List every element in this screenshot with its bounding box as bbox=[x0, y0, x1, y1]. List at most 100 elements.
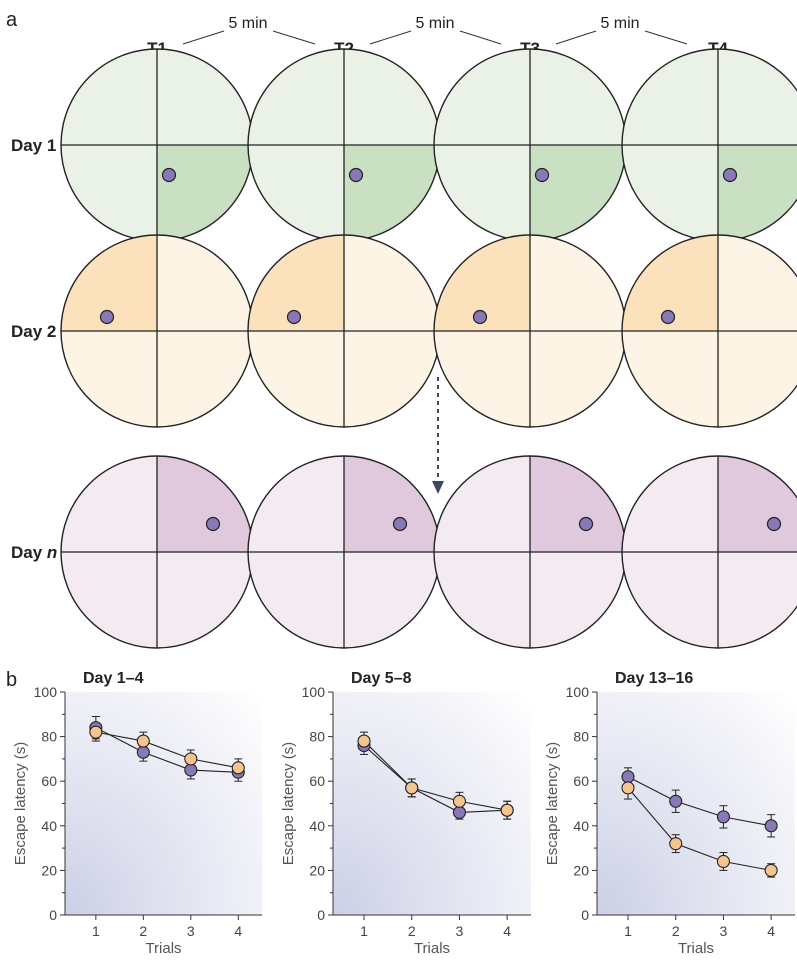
continuation-arrow bbox=[432, 377, 444, 494]
hidden-platform bbox=[348, 167, 364, 183]
series-line bbox=[95, 727, 239, 773]
target-quadrant bbox=[344, 456, 440, 552]
hidden-platform bbox=[205, 516, 221, 532]
y-tick-label: 0 bbox=[49, 907, 57, 923]
day-label: Day n bbox=[11, 543, 57, 562]
panel-b-label: b bbox=[6, 669, 17, 691]
data-point bbox=[621, 781, 635, 795]
data-point bbox=[89, 725, 103, 739]
x-tick-label: 1 bbox=[360, 923, 368, 939]
water-maze-pool bbox=[60, 455, 254, 649]
hidden-platform bbox=[722, 167, 738, 183]
data-point bbox=[500, 803, 514, 817]
x-tick-label: 2 bbox=[408, 923, 416, 939]
target-quadrant bbox=[344, 145, 440, 241]
interval-connector bbox=[555, 30, 597, 45]
trial-headers: T1 T2 T3 T4 bbox=[147, 39, 728, 58]
hidden-platform bbox=[286, 309, 302, 325]
series-line bbox=[363, 745, 508, 813]
x-tick-label: 4 bbox=[234, 923, 242, 939]
water-maze-pool bbox=[60, 234, 254, 428]
escape-latency-chart: 0 20 40 60 80 100 1 2 3 4 Day 5–8 Trials Escape late… bbox=[280, 670, 531, 957]
hidden-platform bbox=[472, 309, 488, 325]
x-tick-label: 2 bbox=[139, 923, 147, 939]
data-point bbox=[136, 745, 150, 759]
data-point bbox=[452, 805, 466, 819]
hidden-platform bbox=[578, 516, 594, 532]
day-label-text: Day 2 bbox=[11, 322, 56, 341]
escape-latency-chart: 0 20 40 60 80 100 1 2 3 4 Day 13–16 Trials Escape la… bbox=[544, 670, 795, 957]
y-tick-label: 0 bbox=[581, 907, 589, 923]
y-tick-label: 100 bbox=[302, 684, 326, 700]
interval-connector bbox=[644, 30, 688, 45]
y-axis-label: Escape latency (s) bbox=[12, 742, 29, 865]
target-quadrant bbox=[530, 145, 626, 241]
day-label: Day 1 bbox=[11, 136, 56, 155]
y-tick-label: 100 bbox=[34, 684, 58, 700]
data-point bbox=[764, 819, 778, 833]
day-label-italic: n bbox=[47, 543, 57, 562]
data-point bbox=[231, 761, 245, 775]
data-point bbox=[452, 794, 466, 808]
water-maze-pool bbox=[247, 234, 441, 428]
water-maze-pool bbox=[247, 48, 441, 242]
target-quadrant bbox=[61, 235, 157, 331]
hidden-platform bbox=[766, 516, 782, 532]
maze-grid: Day 1 Day 2 Day n bbox=[11, 48, 797, 649]
chart-title: Day 5–8 bbox=[351, 670, 412, 687]
interval-label: 5 min bbox=[600, 15, 639, 32]
x-tick-label: 3 bbox=[720, 923, 728, 939]
y-tick-label: 40 bbox=[41, 818, 57, 834]
y-tick-label: 20 bbox=[309, 862, 325, 878]
interval-labels: 5 min 5 min 5 min bbox=[182, 15, 688, 45]
series-line bbox=[627, 776, 772, 827]
x-axis-label: Trials bbox=[678, 940, 714, 957]
day-label-text: Day bbox=[11, 543, 47, 562]
water-maze-pool bbox=[621, 455, 797, 649]
x-tick-label: 1 bbox=[92, 923, 100, 939]
y-tick-label: 60 bbox=[309, 773, 325, 789]
data-point bbox=[357, 734, 371, 748]
data-point bbox=[184, 763, 198, 777]
y-axis-label: Escape latency (s) bbox=[280, 742, 297, 865]
panel-a-label: a bbox=[6, 9, 18, 31]
chart-title: Day 1–4 bbox=[83, 670, 144, 687]
x-tick-label: 3 bbox=[187, 923, 195, 939]
x-tick-label: 3 bbox=[456, 923, 464, 939]
series-line bbox=[363, 740, 508, 811]
data-point bbox=[764, 863, 778, 877]
y-tick-label: 100 bbox=[566, 684, 590, 700]
series-line bbox=[627, 787, 772, 871]
interval-label: 5 min bbox=[415, 15, 454, 32]
plot-area bbox=[333, 692, 531, 915]
hidden-platform bbox=[534, 167, 550, 183]
water-maze-pool bbox=[247, 455, 441, 649]
y-tick-label: 0 bbox=[317, 907, 325, 923]
x-tick-label: 4 bbox=[767, 923, 775, 939]
plot-area bbox=[597, 692, 795, 915]
interval-connector bbox=[182, 30, 225, 45]
water-maze-pool bbox=[433, 48, 627, 242]
target-quadrant bbox=[248, 235, 344, 331]
water-maze-pool bbox=[621, 48, 797, 242]
interval-connector bbox=[459, 30, 502, 45]
interval-connector bbox=[369, 30, 412, 45]
x-axis-label: Trials bbox=[414, 940, 450, 957]
y-tick-label: 60 bbox=[573, 773, 589, 789]
data-point bbox=[669, 837, 683, 851]
y-tick-label: 60 bbox=[41, 773, 57, 789]
interval-label: 5 min bbox=[228, 15, 267, 32]
data-point bbox=[136, 734, 150, 748]
hidden-platform bbox=[660, 309, 676, 325]
pool-outline bbox=[621, 455, 797, 649]
data-point bbox=[405, 781, 419, 795]
hidden-platform bbox=[392, 516, 408, 532]
data-point bbox=[621, 770, 635, 784]
y-tick-label: 20 bbox=[41, 862, 57, 878]
y-tick-label: 80 bbox=[309, 729, 325, 745]
y-tick-label: 20 bbox=[573, 862, 589, 878]
interval-connector bbox=[272, 30, 316, 45]
data-point bbox=[184, 752, 198, 766]
